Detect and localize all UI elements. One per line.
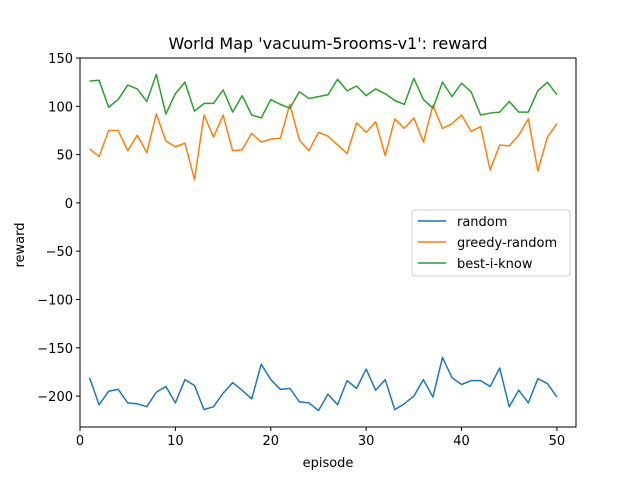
y-tick-label: −150	[37, 342, 73, 357]
y-tick-label: 150	[48, 52, 73, 67]
x-tick-label: 40	[453, 434, 470, 449]
y-tick-label: −200	[37, 390, 73, 405]
legend: random greedy-random best-i-know	[411, 209, 571, 277]
x-tick-label: 50	[549, 434, 566, 449]
legend-label-best-i-know: best-i-know	[457, 257, 533, 272]
series-line-greedy-random	[89, 103, 558, 181]
legend-label-greedy-random: greedy-random	[457, 236, 557, 251]
x-tick-label: 10	[167, 434, 184, 449]
chart-title: World Map 'vacuum-5rooms-v1': reward	[168, 34, 487, 53]
axes-frame	[79, 57, 577, 428]
y-tick-label: 0	[65, 197, 73, 212]
y-tick-label: 50	[56, 149, 73, 164]
axes: 0 10 20 30 40 50 150 100 50 0 −50 −100 −150 −200	[37, 52, 577, 449]
legend-box	[411, 209, 571, 277]
y-tick-label: −50	[46, 245, 73, 260]
series-line-random	[88, 356, 558, 412]
x-tick-label: 30	[358, 434, 375, 449]
y-tick-label: 100	[48, 100, 73, 115]
x-axis-label: episode	[303, 456, 354, 471]
x-tick-label: 0	[76, 434, 84, 449]
x-tick-label: 20	[262, 434, 279, 449]
y-axis-label: reward	[13, 222, 28, 267]
legend-label-random: random	[457, 215, 507, 230]
plot-area	[88, 73, 558, 412]
y-tick-label: −100	[37, 293, 73, 308]
series-line-best-i-know	[89, 73, 558, 119]
